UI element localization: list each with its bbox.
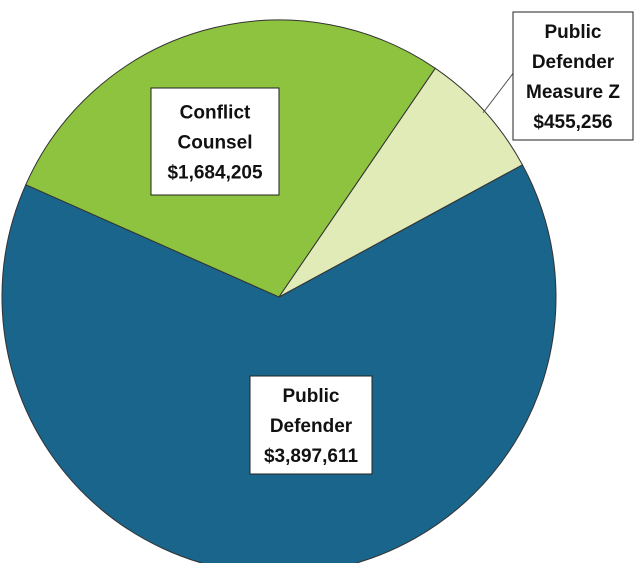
data-label-category: Public — [544, 22, 601, 43]
data-label-category: Public — [282, 386, 339, 407]
data-label-box — [150, 87, 280, 196]
data-label-category: Counsel — [178, 133, 253, 154]
data-label-category: Defender — [532, 52, 615, 73]
data-label-box — [249, 375, 373, 475]
data-label-public-defender: Public Defender $3,897,611 — [249, 375, 373, 475]
data-label-public-defender-measure-z: Public Defender Measure Z $455,256 — [512, 11, 634, 141]
data-label-value: $3,897,611 — [264, 446, 358, 467]
data-label-conflict-counsel: Conflict Counsel $1,684,205 — [150, 87, 280, 196]
pie-slice-public-defender — [1, 164, 557, 563]
data-label-box — [512, 11, 634, 141]
leader-line — [482, 73, 514, 114]
data-label-value: $1,684,205 — [167, 163, 263, 184]
slice-labels: Public Defender $3,897,611 Conflict Counsel $… — [150, 11, 634, 475]
data-label-value: $455,256 — [533, 112, 612, 133]
leader-lines — [482, 73, 514, 114]
data-label-category: Conflict — [180, 103, 251, 124]
data-label-category: Measure Z — [526, 82, 620, 103]
data-label-category: Defender — [270, 416, 353, 437]
